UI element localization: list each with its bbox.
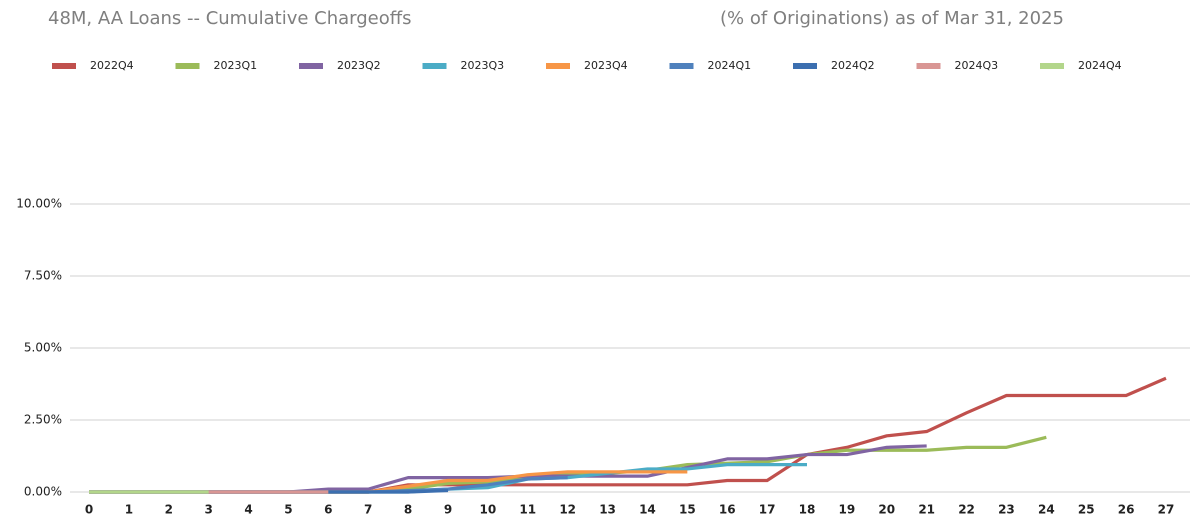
x-tick-label: 18 [799,503,816,517]
x-tick-label: 23 [998,503,1015,517]
y-tick-label: 7.50% [24,269,62,283]
x-tick-label: 22 [958,503,975,517]
x-tick-label: 1 [125,503,133,517]
x-tick-label: 3 [204,503,212,517]
legend-label: 2023Q1 [214,59,258,72]
x-tick-label: 10 [480,503,497,517]
x-tick-label: 5 [284,503,292,517]
x-tick-label: 12 [559,503,576,517]
legend-swatch [793,63,817,69]
y-tick-label: 2.50% [24,413,62,427]
legend-label: 2024Q4 [1078,59,1122,72]
x-tick-label: 26 [1118,503,1135,517]
x-tick-label: 0 [85,503,93,517]
legend-label: 2024Q1 [708,59,752,72]
x-tick-label: 8 [404,503,412,517]
x-tick-label: 16 [719,503,736,517]
legend-swatch [546,63,570,69]
x-tick-label: 11 [519,503,536,517]
chart-title: 48M, AA Loans -- Cumulative Chargeoffs [48,8,412,29]
x-tick-label: 2 [165,503,173,517]
y-tick-label: 10.00% [16,197,62,211]
legend-label: 2024Q3 [955,59,999,72]
x-tick-label: 21 [918,503,935,517]
legend-swatch [299,63,323,69]
x-tick-label: 14 [639,503,656,517]
legend-swatch [916,63,941,69]
y-tick-label: 0.00% [24,485,62,499]
x-tick-label: 19 [839,503,856,517]
legend-swatch [422,63,447,69]
legend-swatch [175,63,200,69]
x-tick-label: 6 [324,503,332,517]
y-tick-label: 5.00% [24,341,62,355]
x-tick-label: 27 [1158,503,1175,517]
x-tick-label: 4 [244,503,252,517]
x-tick-label: 20 [878,503,895,517]
legend-swatch [1040,63,1064,69]
legend-label: 2023Q3 [461,59,505,72]
x-tick-label: 15 [679,503,696,517]
chart-subtitle: (% of Originations) as of Mar 31, 2025 [720,8,1064,29]
x-tick-label: 25 [1078,503,1095,517]
x-tick-label: 13 [599,503,616,517]
legend-swatch [669,63,694,69]
legend-label: 2022Q4 [90,59,134,72]
x-tick-label: 24 [1038,503,1055,517]
x-tick-label: 9 [444,503,452,517]
x-tick-label: 7 [364,503,372,517]
legend-label: 2024Q2 [831,59,875,72]
legend-swatch [52,63,76,69]
x-tick-label: 17 [759,503,776,517]
legend-label: 2023Q2 [337,59,381,72]
legend-label: 2023Q4 [584,59,628,72]
